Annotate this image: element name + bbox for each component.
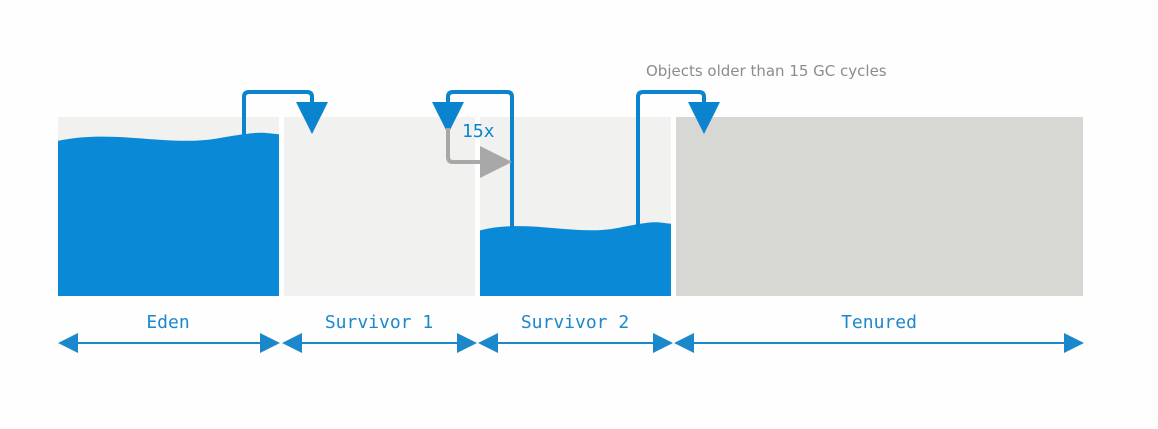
eden-fill: [58, 132, 279, 296]
survivor2-label: Survivor 2: [521, 312, 629, 333]
survivor2-to-tenured-arrow: [636, 90, 720, 228]
promotion-annotation: Objects older than 15 GC cycles: [646, 62, 887, 80]
tenured-region: [676, 117, 1083, 296]
survivor2-fill: [480, 222, 671, 296]
survivor1-label: Survivor 1: [325, 312, 433, 333]
survivor2-to-survivor1-arrow: [432, 90, 514, 228]
cycle-count-label: 15x: [462, 121, 495, 142]
survivor1-to-survivor2-arrow: [446, 128, 512, 178]
eden-to-survivor1-arrow: [242, 90, 328, 135]
survivor1-region: [284, 117, 475, 296]
tenured-label: Tenured: [841, 312, 917, 333]
eden-label: Eden: [146, 312, 189, 333]
